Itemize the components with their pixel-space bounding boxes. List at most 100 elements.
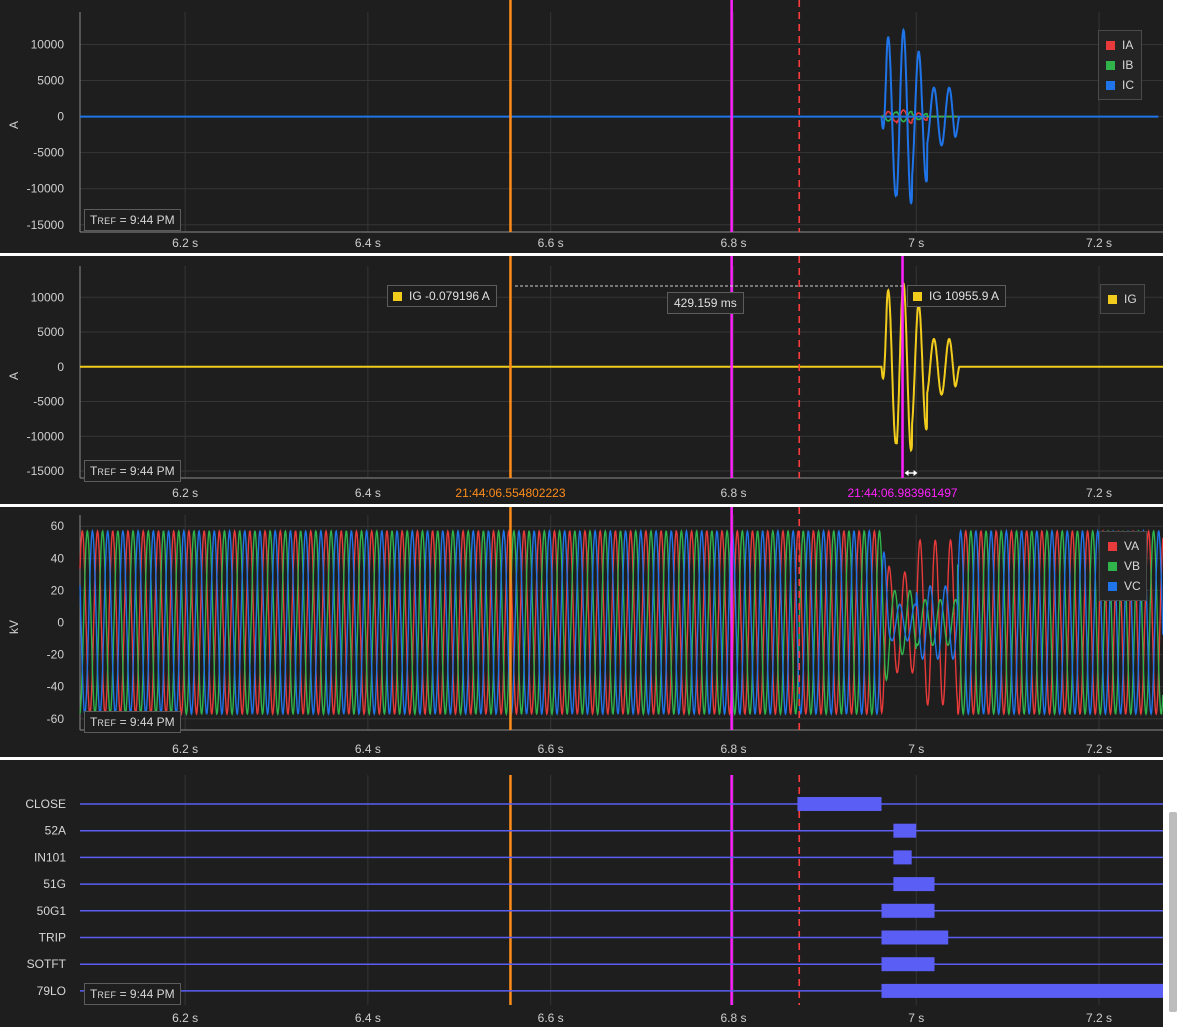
legend-item-ic[interactable]: IC <box>1106 75 1134 95</box>
y-tick-label: -10000 <box>27 182 65 196</box>
y-tick-label: -20 <box>47 648 65 662</box>
digital-channels-chart[interactable]: 6.2 s 6.4 s 6.6 s 6.8 s 7 s 7.2 s CLOSE 52A IN10… <box>0 760 1163 1027</box>
x-tick-label: 6.8 s <box>720 742 746 756</box>
legend-item-vb[interactable]: VB <box>1108 556 1141 576</box>
y-tick-label: 40 <box>51 551 65 565</box>
digital-channel-label: 51G <box>43 877 66 891</box>
drag-handle-left-arrow <box>904 470 909 476</box>
y-tick-label: -5000 <box>33 146 64 160</box>
digital-channel-active-bar <box>893 823 917 838</box>
y-tick-label: -40 <box>47 680 65 694</box>
digital-panel-scrollbar[interactable] <box>1169 812 1177 1012</box>
ic-swatch <box>1106 80 1115 90</box>
y-tick-label: -15000 <box>27 464 65 478</box>
y-tick-label: -15000 <box>27 218 65 232</box>
legend-item-ig[interactable]: IG <box>1108 289 1137 309</box>
y-tick-label: -5000 <box>33 395 64 409</box>
vc-swatch <box>1108 581 1117 591</box>
y-tick-label: 20 <box>51 583 65 597</box>
phase-voltage-legend[interactable]: VA VB VC <box>1099 531 1147 601</box>
x-tick-label: 6.2 s <box>172 486 198 500</box>
y-tick-label: 60 <box>51 519 65 533</box>
ig-swatch <box>913 291 922 301</box>
phase-voltage-panel[interactable]: 6.2 s 6.4 s 6.6 s 6.8 s 7 s 7.2 s 60 40 20 0 -20 -4… <box>0 507 1163 757</box>
vb-swatch <box>1108 561 1117 571</box>
ground-current-panel[interactable]: 10000 5000 0 -5000 -10000 -15000 A 21:44:06.554… <box>0 256 1163 504</box>
x-tick-label: 6.6 s <box>538 1011 564 1025</box>
x-tick-label: 7.2 s <box>1086 742 1112 756</box>
x-tick-label: 6.4 s <box>355 236 381 250</box>
x-tick-label: 7 s <box>908 236 924 250</box>
x-tick-label: 6.4 s <box>355 1011 381 1025</box>
y-tick-label: -60 <box>47 712 65 726</box>
x-tick-label: 6.8 s <box>720 236 746 250</box>
digital-channel-active-bar <box>893 877 935 892</box>
va-swatch <box>1108 541 1117 551</box>
y-tick-label: -10000 <box>27 429 65 443</box>
cursor-b-time-label: 21:44:06.983961497 <box>847 486 957 500</box>
x-tick-label: 6.6 s <box>538 236 564 250</box>
x-tick-label: 6.2 s <box>172 1011 198 1025</box>
y-tick-label: 10000 <box>31 290 65 304</box>
x-tick-label: 7.2 s <box>1086 486 1112 500</box>
digital-channel-label: SOTFT <box>27 957 67 971</box>
legend-item-ib[interactable]: IB <box>1106 55 1134 75</box>
ia-swatch <box>1106 40 1115 50</box>
x-tick-label: 6.6 s <box>538 742 564 756</box>
x-tick-label: 6.2 s <box>172 742 198 756</box>
x-tick-label: 6.4 s <box>355 486 381 500</box>
va-trace <box>79 529 1163 716</box>
y-tick-label: 0 <box>57 616 64 630</box>
x-tick-label: 7.2 s <box>1086 1011 1112 1025</box>
ig-trace <box>80 282 1163 453</box>
digital-channel-label: IN101 <box>34 850 66 864</box>
ic-fault-trace <box>880 27 961 205</box>
phase-current-panel[interactable]: 6.2 s 6.4 s 6.6 s 6.8 s 7 s 7.2 s 10000 5000 0 -5… <box>0 0 1163 253</box>
x-tick-label: 6.8 s <box>720 486 746 500</box>
x-tick-label: 6.2 s <box>172 236 198 250</box>
cursor-delta-label: 429.159 ms <box>667 292 744 314</box>
drag-handle-right-arrow <box>913 470 918 476</box>
x-tick-label: 6.8 s <box>720 1011 746 1025</box>
ground-current-legend[interactable]: IG <box>1100 284 1145 314</box>
digital-channel-label: CLOSE <box>25 797 66 811</box>
phase-current-chart[interactable]: 6.2 s 6.4 s 6.6 s 6.8 s 7 s 7.2 s 10000 5000 0 -5… <box>0 0 1163 253</box>
digital-channels-panel[interactable]: 6.2 s 6.4 s 6.6 s 6.8 s 7 s 7.2 s CLOSE 52A IN10… <box>0 760 1163 1027</box>
ground-current-chart[interactable]: 10000 5000 0 -5000 -10000 -15000 A 21:44:06.554… <box>0 256 1163 504</box>
digital-channel-active-bar <box>797 797 882 811</box>
tref-label: TREF = 9:44 PM <box>84 460 181 482</box>
legend-item-va[interactable]: VA <box>1108 536 1141 556</box>
tref-label: TREF = 9:44 PM <box>84 711 181 733</box>
digital-channel-active-bar <box>881 957 935 972</box>
cursor-a-time-label: 21:44:06.554802223 <box>455 486 565 500</box>
phase-voltage-chart[interactable]: 6.2 s 6.4 s 6.6 s 6.8 s 7 s 7.2 s 60 40 20 0 -20 -4… <box>0 507 1163 757</box>
ib-swatch <box>1106 60 1115 70</box>
digital-channel-label: 50G1 <box>37 904 67 918</box>
y-tick-label: 0 <box>57 110 64 124</box>
cursor-b-value-tag: IG 10955.9 A <box>907 285 1007 307</box>
digital-channel-active-bar <box>881 983 1163 998</box>
cursor-a-value-tag: IG -0.079196 A <box>387 285 497 307</box>
y-tick-label: 10000 <box>31 37 65 51</box>
y-tick-label: 5000 <box>37 74 64 88</box>
digital-channel-active-bar <box>893 850 912 865</box>
legend-item-ia[interactable]: IA <box>1106 35 1134 55</box>
y-axis-label: A <box>7 121 21 129</box>
phase-current-legend[interactable]: IA IB IC <box>1098 30 1142 100</box>
tref-label: TREF = 9:44 PM <box>84 983 181 1005</box>
y-axis-label: kV <box>7 620 21 634</box>
digital-channel-label: 79LO <box>37 984 66 998</box>
legend-item-vc[interactable]: VC <box>1108 576 1141 596</box>
tref-label: TREF = 9:44 PM <box>84 209 181 231</box>
digital-channel-active-bar <box>881 930 949 945</box>
vc-trace <box>79 528 1163 716</box>
x-tick-label: 7 s <box>908 742 924 756</box>
y-tick-label: 0 <box>57 360 64 374</box>
vb-trace <box>79 529 1163 717</box>
ig-swatch <box>393 291 402 301</box>
x-tick-label: 6.4 s <box>355 742 381 756</box>
digital-channel-active-bar <box>881 903 935 918</box>
x-tick-label: 7 s <box>908 1011 924 1025</box>
x-tick-label: 7.2 s <box>1086 236 1112 250</box>
y-axis-label: A <box>7 372 21 380</box>
